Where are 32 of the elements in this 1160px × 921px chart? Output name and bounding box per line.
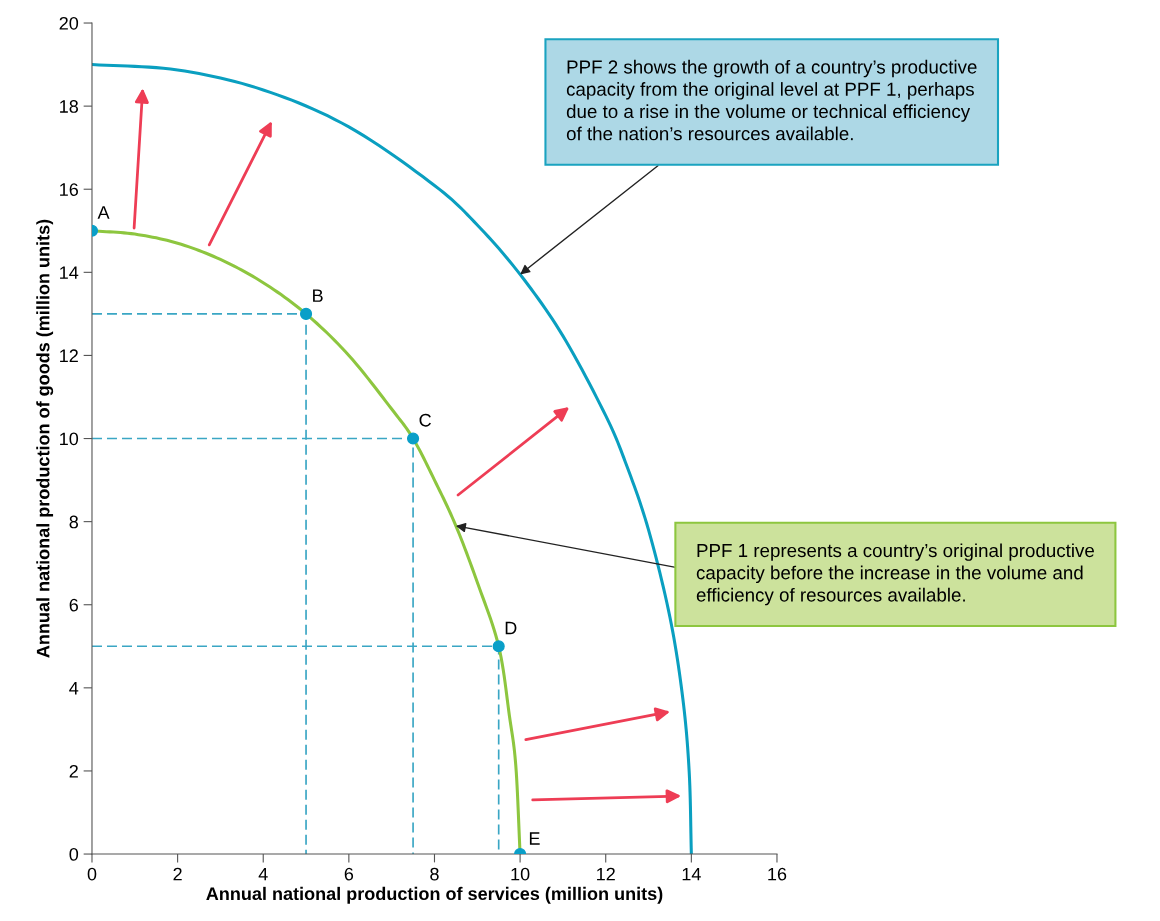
annotation: A bbox=[97, 206, 110, 219]
x-tick-label: 2 bbox=[173, 867, 182, 881]
y-tick-label: 12 bbox=[60, 349, 78, 362]
x-tick-label: 4 bbox=[258, 867, 268, 881]
y-tick-label: 14 bbox=[60, 266, 79, 279]
x-axis-title: Annual national production of services (million units) bbox=[206, 886, 663, 904]
annotation: C bbox=[419, 413, 431, 427]
point bbox=[406, 432, 420, 445]
y-tick-label: 20 bbox=[59, 16, 79, 30]
x-tick-label: 6 bbox=[344, 867, 354, 881]
y-tick-label: 2 bbox=[69, 764, 78, 778]
y-tick-label: 10 bbox=[60, 432, 79, 446]
x-tick-label: 8 bbox=[430, 867, 439, 881]
y-tick-label: 4 bbox=[69, 681, 79, 695]
x-tick-label: 12 bbox=[597, 867, 615, 881]
y-tick-label: 6 bbox=[69, 598, 78, 612]
y-axis-title: Annual national production of goods (million units) bbox=[36, 219, 54, 658]
y-tick-label: 18 bbox=[60, 100, 79, 113]
y-tick-label: 0 bbox=[69, 847, 79, 861]
annotation: D bbox=[505, 621, 517, 635]
x-tick-label: 14 bbox=[682, 867, 701, 881]
x-tick-label: 16 bbox=[768, 867, 787, 881]
point bbox=[492, 640, 505, 653]
x-tick-label: 0 bbox=[87, 867, 97, 881]
annotation: PPF 2 shows the growth of a country’s productive capacity from the original level at PPF 1, perhaps due to a rise in the volume or technical efficiency of the nation’s resources available. bbox=[566, 59, 977, 141]
x-tick-label: 10 bbox=[511, 867, 530, 881]
annotation: B bbox=[313, 289, 323, 302]
y-tick-label: 8 bbox=[69, 515, 79, 529]
annotation: E bbox=[529, 832, 540, 845]
annotation: PPF 1 represents a country’s original productive capacity before the increase in the volume and efficiency of resources available. bbox=[696, 543, 1094, 606]
point bbox=[299, 307, 313, 320]
y-tick-label: 16 bbox=[60, 183, 78, 196]
